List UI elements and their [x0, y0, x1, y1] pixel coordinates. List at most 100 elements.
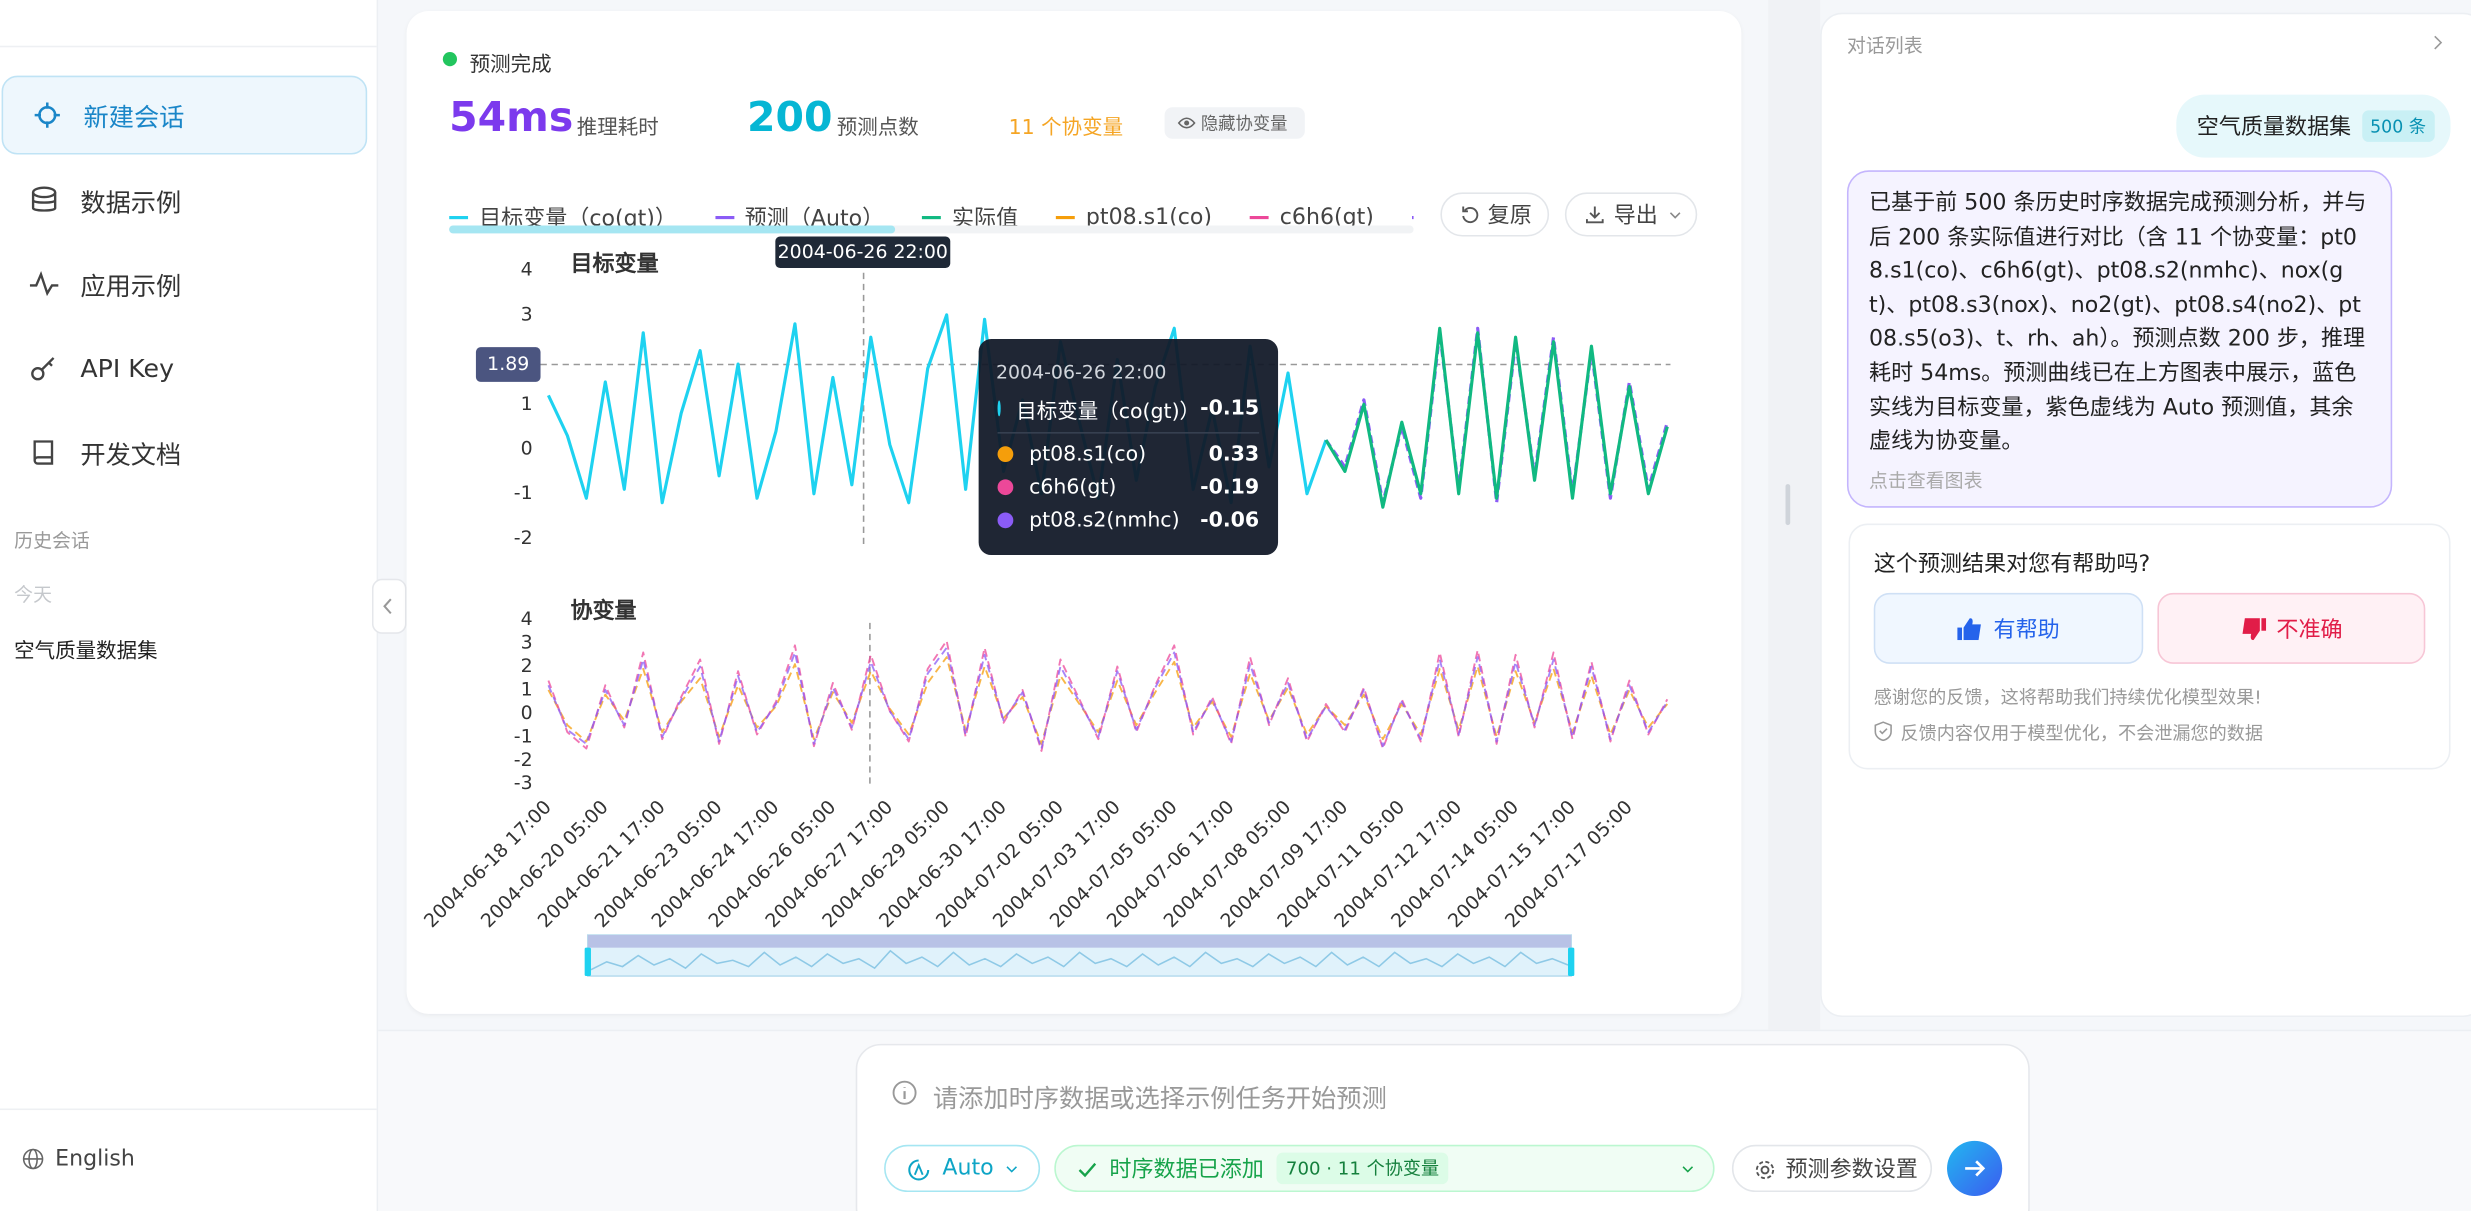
zoom-handle[interactable]	[1568, 947, 1575, 977]
tooltip-row: c6h6(gt) -0.19	[997, 471, 1260, 503]
button-label: 导出	[1613, 203, 1658, 229]
tooltip-value: -0.06	[1200, 508, 1260, 533]
y-tick-label: -1	[514, 725, 533, 747]
icon	[29, 271, 59, 297]
nav-label: API Key	[80, 352, 174, 383]
assistant-message[interactable]: 已基于前 500 条历史时序数据完成预测分析，并与后 200 条实际值进行对比（…	[1846, 170, 2393, 508]
legend-item[interactable]: pt08.s1(co)	[1055, 205, 1212, 227]
y-tick-label: 2	[521, 655, 533, 677]
tooltip-label: pt08.s1(co)	[1029, 442, 1147, 466]
chevron	[1682, 1166, 1694, 1173]
zoom-slider-handle-bar[interactable]	[587, 935, 1572, 948]
legend-item[interactable]: 预测（Auto）	[714, 202, 885, 228]
button-label: 隐藏协变量	[1200, 113, 1288, 135]
legend-swatch	[1055, 216, 1075, 220]
inaccurate-button[interactable]: 不准确	[2157, 592, 2426, 664]
tooltip-label: pt08.s2(nmhc)	[1029, 508, 1180, 533]
status-dot	[442, 52, 458, 67]
legend-label: 预测（Auto）	[744, 206, 885, 228]
nav-label: 新建会话	[83, 102, 185, 133]
gear-icon	[1755, 1160, 1775, 1180]
nav-item[interactable]: 数据示例	[0, 162, 362, 238]
legend-swatch	[1411, 216, 1414, 220]
settings-button[interactable]: 预测参数设置	[1731, 1144, 1933, 1193]
y-tick-label: -3	[514, 772, 533, 794]
chart-title: 协变量	[570, 598, 636, 624]
data-status[interactable]: 时序数据已添加 700 · 11 个协变量	[1054, 1144, 1715, 1193]
expand-icon[interactable]	[2432, 35, 2445, 51]
message-tag: 500 条	[2362, 110, 2434, 142]
tooltip-time: 2004-06-26 22:00	[995, 361, 1167, 384]
button-label: 复原	[1487, 203, 1532, 229]
y-tick-label: 1	[521, 678, 533, 700]
chat-panel	[1820, 12, 2471, 1018]
legend-label: c6h6(gt)	[1279, 204, 1374, 228]
y-tick-label: 3	[521, 303, 533, 325]
helpful-button[interactable]: 有帮助	[1873, 592, 2144, 664]
legend-label: 实际值	[951, 206, 1019, 228]
nav-label: 开发文档	[80, 439, 182, 470]
legend-scrollbar	[449, 225, 1414, 234]
language[interactable]: English	[55, 1146, 135, 1172]
model-select[interactable]: Auto	[884, 1144, 1041, 1193]
hide-covariates-button[interactable]: 隐藏协变量	[1164, 107, 1305, 139]
legend-label: 目标变量（co(gt)）	[479, 206, 677, 228]
tooltip-dot	[997, 512, 1014, 529]
chart-title: 目标变量	[570, 251, 658, 277]
zoom-preview	[590, 949, 1569, 971]
status: 预测完成	[469, 53, 552, 78]
divider	[0, 45, 377, 48]
nav-item[interactable]: 开发文档	[0, 415, 362, 491]
chevron	[1669, 212, 1681, 219]
legend-item[interactable]: pt08.s2(nmhc)	[1411, 205, 1414, 227]
feedback-thanks: 感谢您的反馈，这将帮助我们持续优化模型效果!	[1873, 685, 2262, 708]
download-icon	[1585, 206, 1604, 224]
history-title: 历史会话	[14, 529, 90, 552]
icon	[34, 102, 60, 128]
icon	[31, 186, 57, 212]
view-chart-link[interactable]: 点击查看图表	[1869, 469, 1983, 492]
tooltip-label: c6h6(gt)	[1029, 475, 1117, 500]
y-tick-label: 0	[521, 438, 533, 460]
y-tick-label: 4	[521, 259, 533, 281]
nav-item[interactable]: 应用示例	[0, 246, 362, 322]
nav-item[interactable]: API Key	[0, 330, 362, 406]
tooltip-dot	[997, 479, 1014, 496]
status-label: 时序数据已添加	[1109, 1157, 1264, 1183]
history-item[interactable]: 空气质量数据集	[14, 640, 158, 664]
splitter-handle[interactable]	[1785, 484, 1791, 526]
reset-icon	[1462, 206, 1479, 224]
sidebar: 新建会话 数据示例 应用示例 API Key 开发文档 历史会话 今天 空气质量…	[0, 0, 379, 1211]
collapse-button[interactable]	[371, 578, 407, 634]
legend: 目标变量（co(gt)） 预测（Auto） 实际值 pt08.s1(co) c6h6(g…	[449, 196, 1414, 228]
feedback-card	[1848, 523, 2451, 770]
scroll-thumb[interactable]	[449, 225, 896, 234]
y-tick-label: 4	[521, 608, 533, 630]
icon	[33, 440, 54, 465]
model-icon	[908, 1159, 930, 1181]
tooltip-dot	[997, 400, 1001, 417]
tooltip-value: -0.19	[1200, 475, 1260, 500]
legend-item[interactable]: 实际值	[922, 202, 1018, 227]
reset-button[interactable]: 复原	[1440, 192, 1550, 237]
splitter[interactable]	[1768, 0, 1821, 1030]
nav-item[interactable]: 新建会话	[1, 75, 368, 155]
crosshair-x-box	[775, 236, 951, 269]
input-placeholder[interactable]: 请添加时序数据或选择示例任务开始预测	[932, 1083, 1387, 1114]
legend-swatch	[922, 216, 941, 220]
data-tag: 700 · 11 个协变量	[1276, 1152, 1449, 1185]
select-label: Auto	[942, 1155, 994, 1182]
legend-item[interactable]: c6h6(gt)	[1249, 204, 1374, 228]
covariate-count: 11 个协变量	[1008, 116, 1124, 141]
tooltip-row: pt08.s2(nmhc) -0.06	[997, 505, 1260, 537]
shield-icon	[1874, 721, 1892, 742]
button-label: 预测参数设置	[1785, 1157, 1918, 1183]
zoom-handle[interactable]	[584, 947, 591, 977]
divider	[997, 432, 1260, 434]
y-tick-label: 1	[521, 393, 533, 415]
legend-item[interactable]: 目标变量（co(gt)）	[449, 202, 677, 227]
export-button[interactable]: 导出	[1564, 192, 1698, 237]
send-button[interactable]	[1946, 1140, 2003, 1197]
crosshair-y-label: 1.89	[487, 353, 529, 375]
